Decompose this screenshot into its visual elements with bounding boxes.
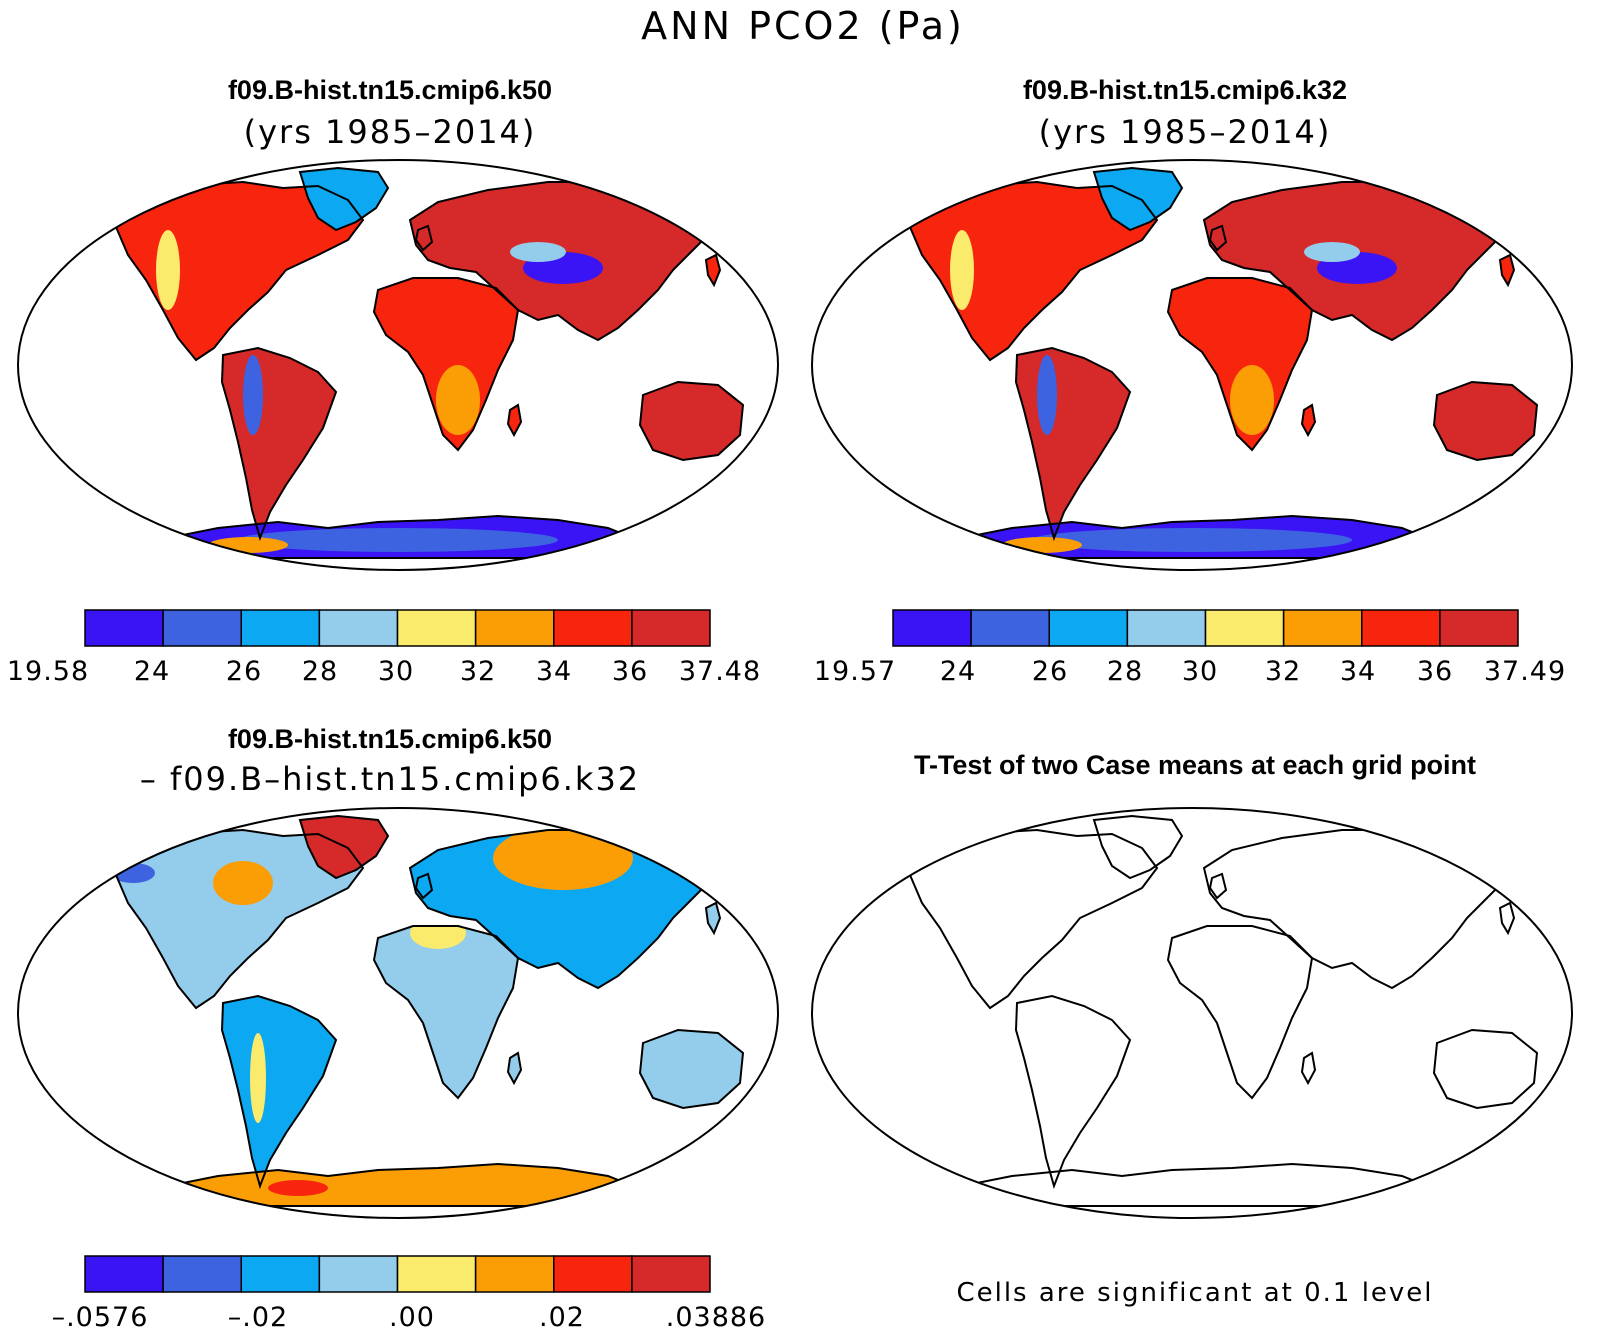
colorbar-swatch	[396, 609, 477, 647]
colorbar-swatch	[240, 1255, 321, 1293]
map-ttest	[811, 807, 1573, 1219]
colorbar-case2: 19.57 24 26 28 30 32 34 36 37.49	[814, 609, 1566, 687]
colorbar-label: .00	[389, 1302, 435, 1327]
colorbar-label: 28	[1107, 656, 1143, 687]
colorbar-label: 26	[226, 656, 262, 687]
colorbar-label: 19.57	[814, 656, 896, 687]
colorbar-swatch	[474, 609, 555, 647]
colorbar-swatch	[631, 609, 711, 647]
colorbar-swatch	[84, 609, 164, 647]
colorbar-label: 26	[1032, 656, 1068, 687]
panel-diff-subtitle: – f09.B–hist.tn15.cmip6.k32	[139, 760, 641, 798]
colorbar-swatch	[1126, 609, 1207, 647]
colorbar-swatch	[553, 1255, 633, 1293]
panel-case2-title: f09.B-hist.tn15.cmip6.k32	[1022, 75, 1348, 105]
colorbar-label: 32	[1265, 656, 1301, 687]
colorbar-label: .02	[539, 1302, 585, 1327]
colorbar-swatch	[396, 1255, 477, 1293]
colorbar-label: 28	[302, 656, 338, 687]
figure-title: ANN PCO2 (Pa)	[641, 4, 965, 48]
colorbar-swatch	[1439, 609, 1519, 647]
map-border	[17, 159, 779, 571]
map-border	[17, 807, 779, 1219]
colorbar-swatch	[474, 1255, 555, 1293]
colorbar-swatch	[631, 1255, 711, 1293]
colorbar-label: –.02	[228, 1302, 288, 1327]
colorbar-swatch	[1361, 609, 1441, 647]
colorbar-swatch	[318, 609, 399, 647]
panel-case2-subtitle: (yrs 1985–2014)	[1038, 113, 1332, 151]
map-case2	[811, 159, 1573, 571]
colorbar-label: –.0576	[52, 1302, 149, 1327]
colorbar-label: 37.48	[679, 656, 761, 687]
colorbar-diff: –.0576 –.02 .00 .02 .03886	[52, 1255, 766, 1327]
colorbar-label: 34	[1340, 656, 1376, 687]
colorbar-swatch	[162, 609, 242, 647]
map-case1	[17, 159, 779, 571]
field-anomalies	[156, 230, 603, 553]
colorbar-case1: 19.58 24 26 28 30 32 34 36 37.48	[7, 609, 761, 687]
colorbar-label: 37.49	[1484, 656, 1566, 687]
colorbar-label: 30	[1182, 656, 1218, 687]
colorbar-swatch	[318, 1255, 399, 1293]
map-diff	[17, 807, 779, 1219]
field-anomalies	[950, 230, 1397, 553]
panel-diff-title: f09.B-hist.tn15.cmip6.k50	[227, 724, 553, 754]
colorbar-swatch	[84, 1255, 164, 1293]
map-border	[811, 159, 1573, 571]
colorbar-label: 24	[940, 656, 976, 687]
colorbar-swatch	[1282, 609, 1363, 647]
colorbar-label: 32	[460, 656, 496, 687]
colorbar-swatch	[892, 609, 972, 647]
panel-ttest-note: Cells are significant at 0.1 level	[956, 1278, 1434, 1308]
panel-ttest-title: T-Test of two Case means at each grid po…	[913, 750, 1477, 780]
colorbar-label: 30	[378, 656, 414, 687]
colorbar-swatch	[970, 609, 1050, 647]
colorbar-label: 19.58	[7, 656, 89, 687]
field-anomalies	[113, 826, 633, 1196]
colorbar-swatch	[240, 609, 321, 647]
colorbar-label: 34	[536, 656, 572, 687]
panel-case1-title: f09.B-hist.tn15.cmip6.k50	[227, 75, 553, 105]
colorbar-label: 36	[1417, 656, 1453, 687]
colorbar-swatch	[553, 609, 633, 647]
colorbar-swatch	[162, 1255, 242, 1293]
colorbar-label: 36	[612, 656, 648, 687]
colorbar-swatch	[1204, 609, 1285, 647]
colorbar-label: .03886	[666, 1302, 766, 1327]
map-border	[811, 807, 1573, 1219]
colorbar-swatch	[1048, 609, 1129, 647]
panel-case1-subtitle: (yrs 1985–2014)	[243, 113, 537, 151]
colorbar-label: 24	[134, 656, 170, 687]
